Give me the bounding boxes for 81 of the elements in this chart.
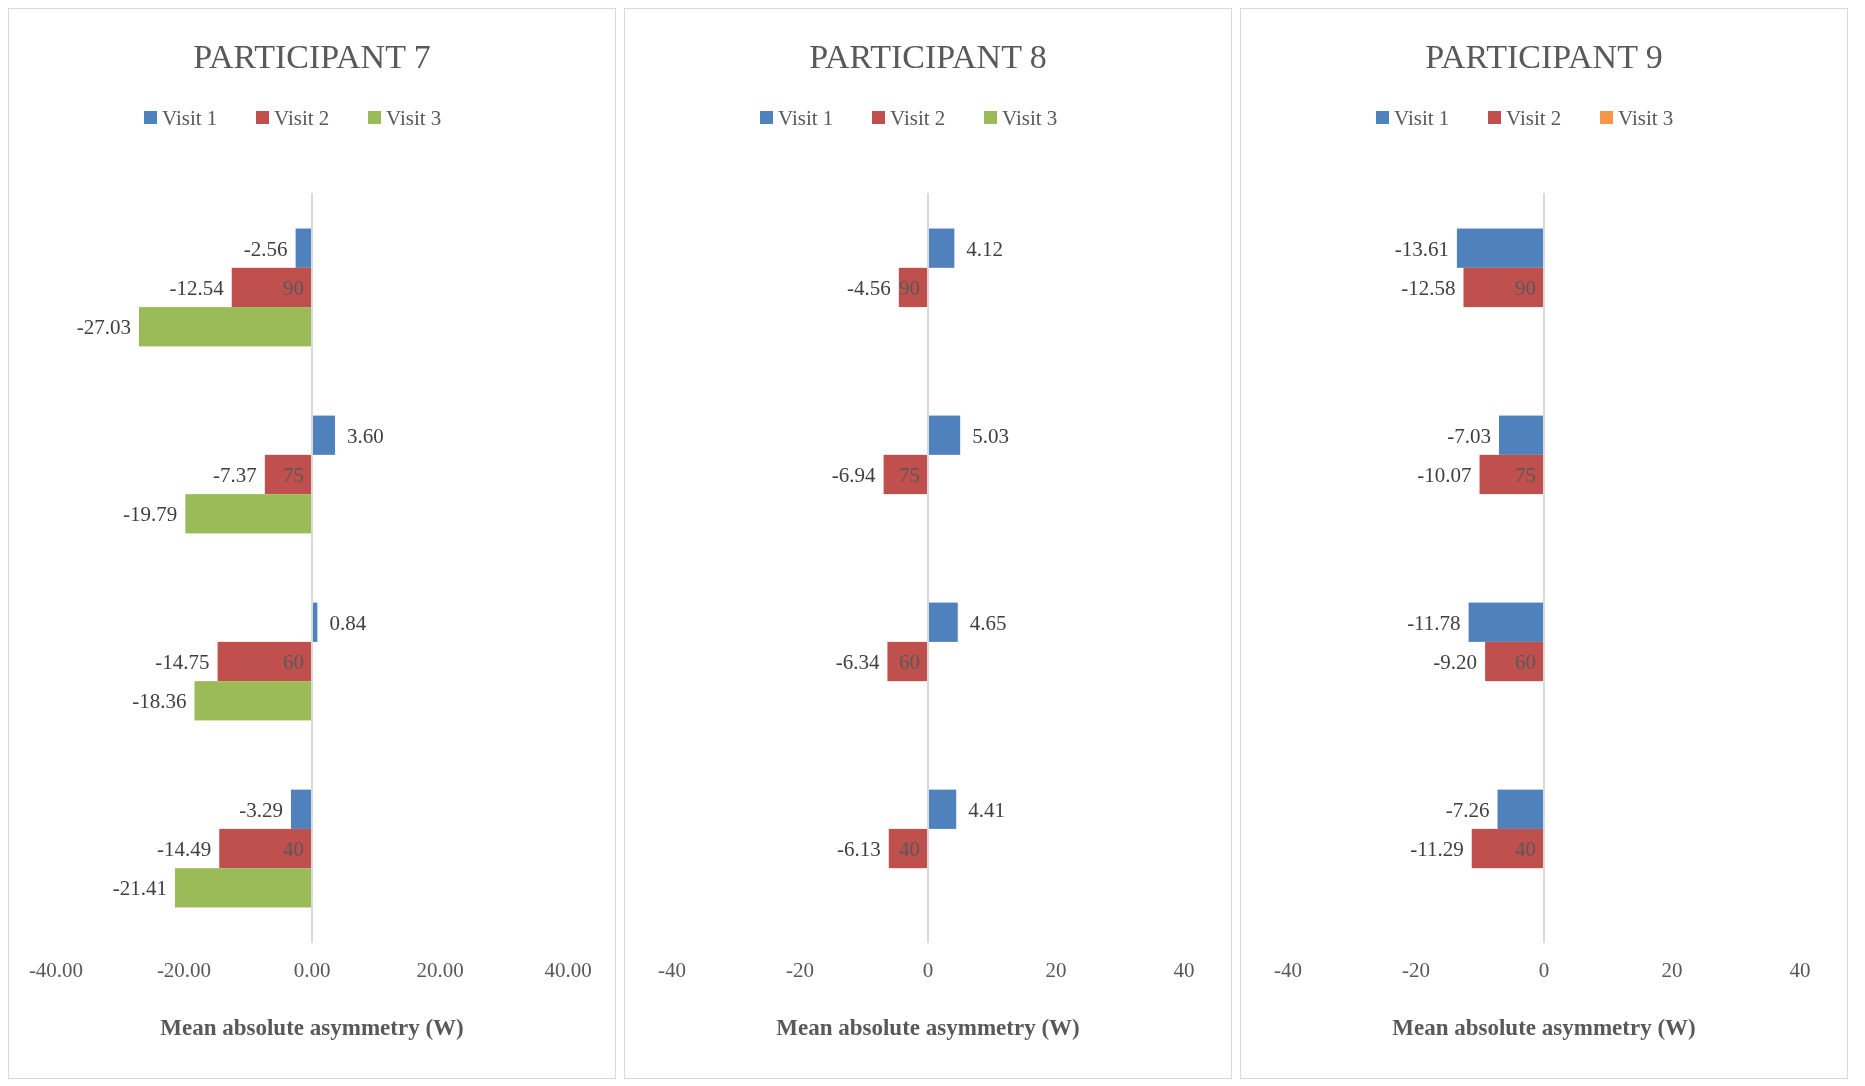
legend-label: Visit 2 [890,106,946,131]
y-tick-label: 75 [283,462,304,487]
data-label: 4.65 [969,610,1007,635]
x-tick-label: -40 [1274,958,1302,983]
bar [312,415,336,455]
y-tick-label: 75 [899,462,920,487]
y-tick-label: 40 [1515,836,1536,861]
y-tick-label: 90 [899,275,920,300]
y-tick-label: 60 [283,649,304,674]
legend-label: Visit 3 [386,106,442,131]
y-tick-label: 40 [899,836,920,861]
bar [194,681,312,721]
legend-label: Visit 1 [162,106,218,131]
bar [295,228,312,268]
x-axis-title: Mean absolute asymmetry (W) [1392,1015,1696,1040]
data-label: 5.03 [972,423,1009,448]
y-tick-label: 75 [1515,462,1536,487]
bar [264,454,312,495]
data-label: -14.75 [155,649,210,674]
data-label: 4.12 [966,236,1004,261]
y-tick-label: 90 [1515,275,1536,300]
x-tick-label: 20.00 [416,958,464,983]
data-label: -6.34 [835,649,880,674]
x-tick-label: -40 [658,958,686,983]
data-label: -19.79 [123,502,178,527]
legend-label: Visit 2 [1506,106,1562,131]
bar [217,641,312,682]
x-tick-label: -40.00 [28,958,84,983]
y-tick-label: 60 [1515,649,1536,674]
bar [174,868,312,908]
data-label: 4.41 [968,797,1005,822]
data-label: -7.37 [213,462,257,487]
x-tick-label: -20.00 [156,958,212,983]
data-label: -12.54 [169,275,225,300]
data-label: -7.26 [1445,797,1490,822]
x-tick-label: 40 [1173,958,1195,983]
x-tick-label: 0 [922,958,934,983]
chart-title: PARTICIPANT 8 [809,38,1047,75]
data-label: -2.56 [243,236,288,261]
chart-title: PARTICIPANT 7 [193,38,431,75]
y-tick-label: 40 [283,836,304,861]
bar [290,789,312,829]
x-tick-label: -20 [1402,958,1430,983]
data-label: -7.03 [1447,423,1492,448]
data-label: -13.61 [1394,236,1449,261]
data-label: 0.84 [329,610,367,635]
legend-label: Visit 3 [1618,106,1674,131]
data-label: -6.13 [837,836,881,861]
bar [219,828,312,869]
x-tick-label: 40 [1789,958,1811,983]
x-axis-title: Mean absolute asymmetry (W) [776,1015,1080,1040]
data-label: -9.20 [1433,649,1478,674]
x-tick-label: 0 [1538,958,1550,983]
data-label: 3.60 [347,423,384,448]
x-axis-title: Mean absolute asymmetry (W) [160,1015,464,1040]
data-label: -11.29 [1410,836,1464,861]
legend-label: Visit 2 [274,106,330,131]
bar [139,307,312,347]
legend-label: Visit 1 [1394,106,1450,131]
x-tick-label: -20 [786,958,814,983]
data-label: -4.56 [847,275,891,300]
bar [231,267,312,308]
data-label: -10.07 [1417,462,1472,487]
data-label: -3.29 [239,797,283,822]
x-tick-label: 20 [1661,958,1683,983]
data-label: -27.03 [76,315,132,340]
y-tick-label: 90 [283,275,304,300]
x-tick-label: 20 [1045,958,1067,983]
legend-label: Visit 1 [778,106,834,131]
x-tick-label: 40.00 [544,958,592,983]
x-tick-label: 0.00 [293,958,331,983]
data-label: -12.58 [1401,275,1456,300]
legend-label: Visit 3 [1002,106,1058,131]
chart-title: PARTICIPANT 9 [1425,38,1663,75]
y-tick-label: 60 [899,649,920,674]
data-label: -18.36 [132,689,187,714]
data-label: -14.49 [157,836,212,861]
data-label: -21.41 [112,876,167,901]
bar [185,494,312,534]
data-label: -11.78 [1407,610,1461,635]
data-label: -6.94 [831,462,877,487]
